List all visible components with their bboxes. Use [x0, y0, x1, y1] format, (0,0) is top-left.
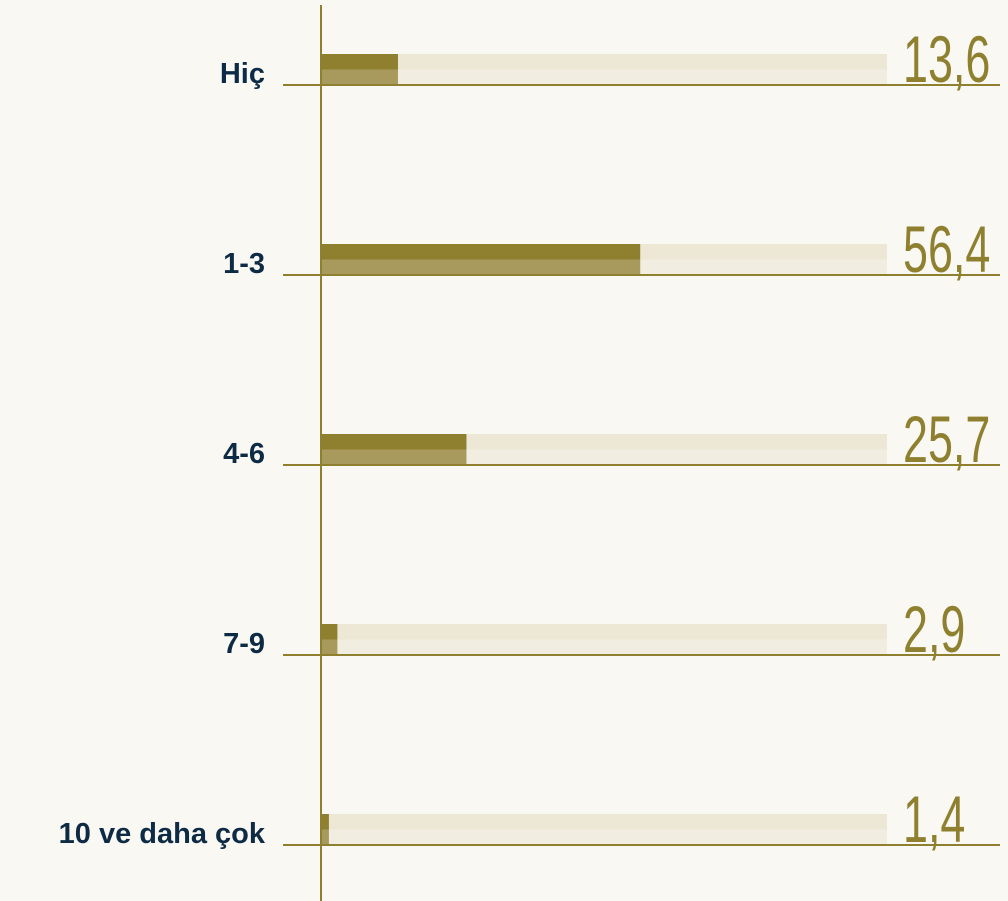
category-label: 7-9	[223, 628, 265, 660]
value-label: 13,6	[903, 22, 990, 96]
bar-track	[321, 54, 887, 85]
bar	[321, 244, 641, 275]
bar	[321, 54, 398, 85]
bar	[321, 434, 467, 465]
value-label: 25,7	[903, 402, 990, 476]
value-label: 56,4	[903, 212, 990, 286]
category-label: Hiç	[220, 58, 265, 90]
value-label: 2,9	[903, 592, 965, 666]
bar-track	[321, 814, 887, 845]
bar	[321, 624, 338, 655]
bar	[321, 814, 329, 845]
category-label: 10 ve daha çok	[59, 818, 266, 850]
category-label: 1-3	[223, 248, 265, 280]
bar-track	[321, 624, 887, 655]
category-label: 4-6	[223, 438, 265, 470]
value-label: 1,4	[903, 782, 965, 856]
